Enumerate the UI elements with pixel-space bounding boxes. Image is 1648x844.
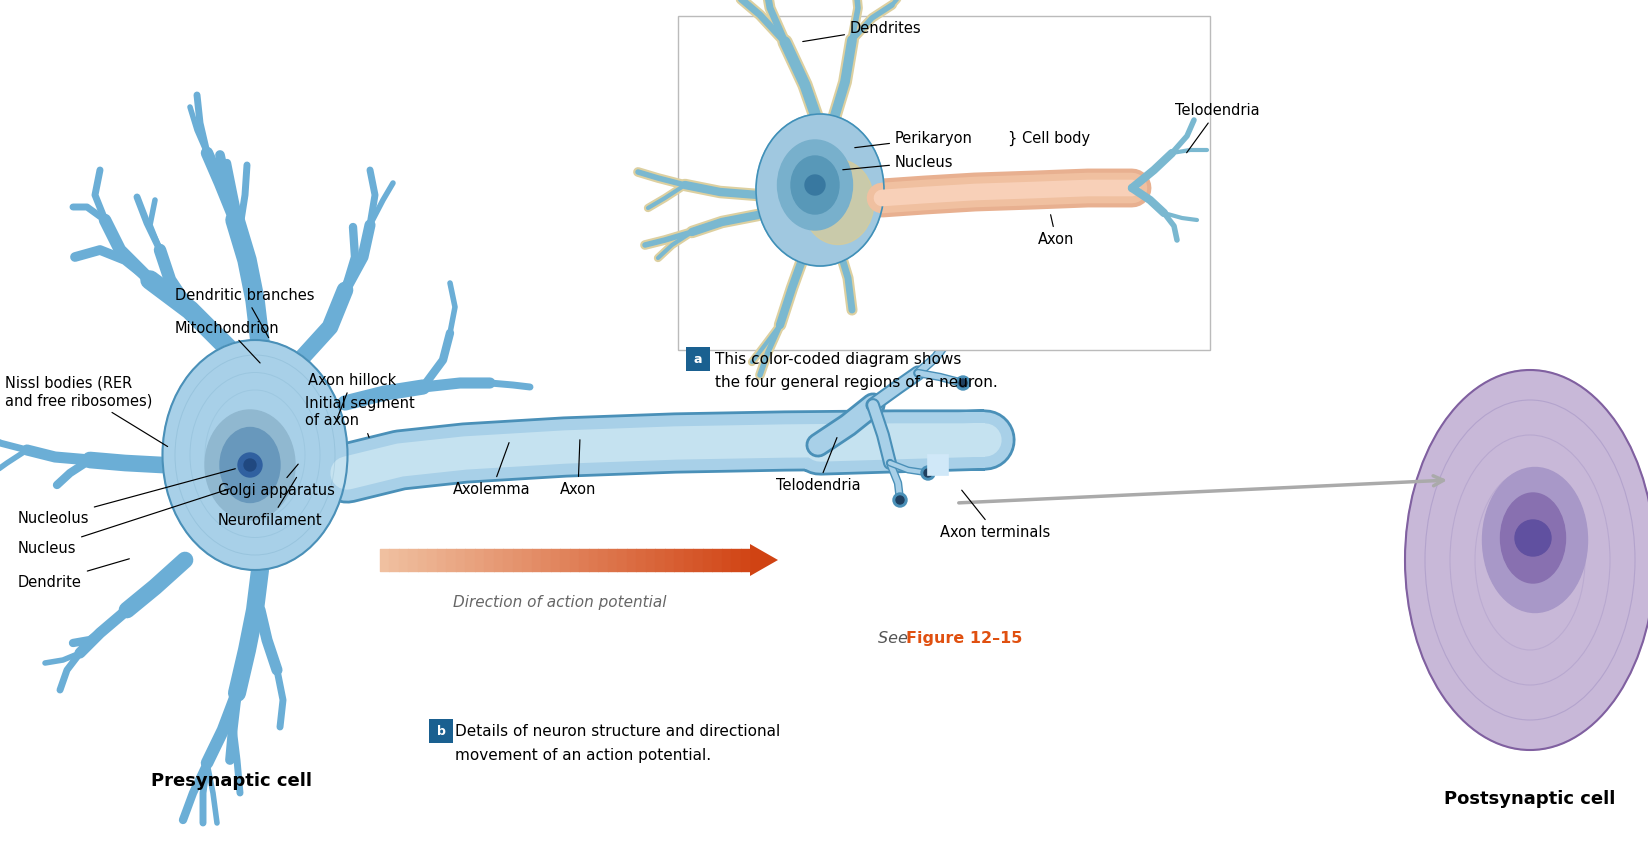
Text: Telodendria: Telodendria [775, 437, 860, 493]
Text: Presynaptic cell: Presynaptic cell [152, 772, 313, 790]
Ellipse shape [204, 410, 295, 520]
Circle shape [804, 175, 824, 195]
Text: Axolemma: Axolemma [453, 442, 531, 497]
Circle shape [893, 493, 906, 507]
Text: Neurofilament: Neurofilament [218, 478, 323, 528]
Text: Telodendria: Telodendria [1175, 103, 1259, 153]
Ellipse shape [791, 156, 839, 214]
Ellipse shape [163, 340, 348, 570]
Ellipse shape [801, 160, 873, 245]
Text: Dendrites: Dendrites [803, 20, 921, 41]
Ellipse shape [1482, 468, 1587, 613]
Ellipse shape [1500, 493, 1564, 583]
Ellipse shape [1404, 370, 1648, 750]
Circle shape [923, 469, 931, 477]
Circle shape [941, 339, 949, 347]
Circle shape [921, 466, 934, 480]
Text: Mitochondrion: Mitochondrion [175, 321, 280, 363]
Text: Nucleolus: Nucleolus [18, 468, 236, 526]
Ellipse shape [755, 114, 883, 266]
Text: See: See [877, 630, 913, 646]
Circle shape [959, 379, 966, 387]
Circle shape [895, 496, 903, 504]
FancyArrow shape [750, 544, 778, 576]
Text: Nissl bodies (RER
and free ribosomes): Nissl bodies (RER and free ribosomes) [5, 376, 168, 446]
Circle shape [938, 336, 953, 350]
Text: b: b [437, 724, 445, 738]
Text: Perikaryon: Perikaryon [854, 131, 972, 148]
Text: Golgi apparatus: Golgi apparatus [218, 464, 335, 497]
Text: Nucleus: Nucleus [18, 489, 229, 555]
Text: Direction of action potential: Direction of action potential [453, 595, 666, 610]
Text: Details of neuron structure and directional: Details of neuron structure and directio… [455, 724, 780, 739]
Circle shape [244, 459, 255, 471]
Circle shape [956, 376, 969, 390]
FancyBboxPatch shape [686, 347, 710, 371]
Ellipse shape [776, 140, 852, 230]
Text: Figure 12–15: Figure 12–15 [905, 630, 1022, 646]
Text: Axon terminals: Axon terminals [939, 490, 1050, 539]
Text: Postsynaptic cell: Postsynaptic cell [1444, 790, 1615, 808]
FancyBboxPatch shape [428, 719, 453, 743]
Text: Axon hillock: Axon hillock [308, 372, 396, 421]
Text: Initial segment
of axon: Initial segment of axon [305, 396, 415, 437]
Text: Axon: Axon [559, 440, 597, 497]
Text: Nucleus: Nucleus [842, 154, 953, 170]
Text: a: a [694, 353, 702, 365]
Ellipse shape [219, 428, 280, 502]
Text: } Cell body: } Cell body [1007, 131, 1089, 146]
Text: Dendrite: Dendrite [18, 559, 129, 589]
Text: the four general regions of a neuron.: the four general regions of a neuron. [715, 375, 997, 390]
Text: Dendritic branches: Dendritic branches [175, 288, 315, 338]
Circle shape [237, 453, 262, 477]
Bar [928, 455, 948, 475]
Text: Axon: Axon [1037, 214, 1074, 247]
Text: This color-coded diagram shows: This color-coded diagram shows [715, 352, 961, 367]
Circle shape [1515, 520, 1551, 556]
FancyBboxPatch shape [677, 16, 1210, 350]
Text: movement of an action potential.: movement of an action potential. [455, 748, 710, 763]
